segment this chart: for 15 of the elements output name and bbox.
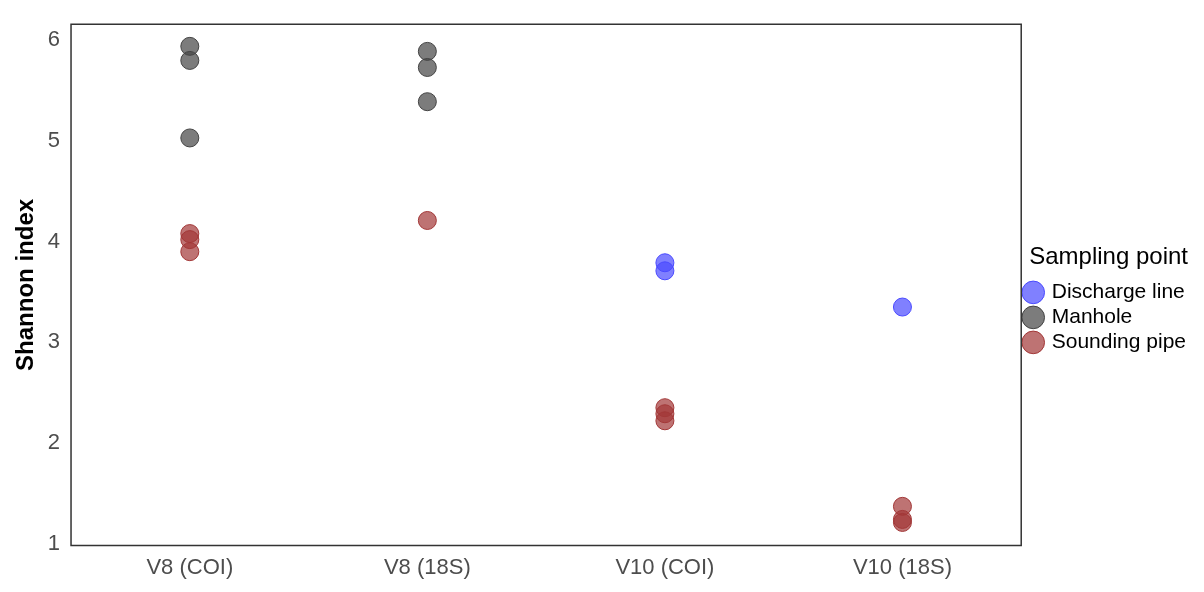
y-tick-label: 1 [47,529,61,555]
legend-label: Manhole [1051,304,1133,328]
y-tick-label: 2 [47,428,61,454]
y-tick-label: 4 [47,227,61,253]
x-tick-label: V10 (18S) [852,553,952,579]
y-tick-label: 3 [47,328,61,354]
legend-label: Discharge line [1051,279,1185,303]
y-axis-title: Shannon index [11,198,39,371]
x-tick-label: V10 (COI) [615,553,715,579]
y-tick-label: 6 [47,26,61,52]
legend-title: Sampling point [1029,241,1189,269]
legend-label: Sounding pipe [1051,329,1187,353]
x-tick-label: V8 (COI) [146,553,234,579]
y-tick-label: 5 [47,127,61,153]
x-tick-label: V8 (18S) [383,553,471,579]
